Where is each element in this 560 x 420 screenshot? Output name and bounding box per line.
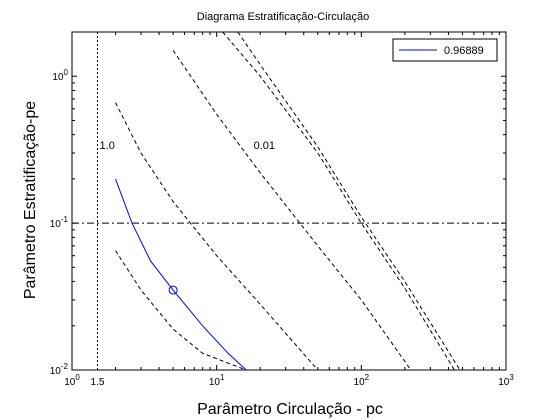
y-axis-label: Parâmetro Estratificação-pe [22,101,39,299]
x-tick-label: 103 [498,373,514,388]
plot-frame [71,31,507,371]
x-tick-label: 102 [354,373,370,388]
curve-annotation-1: 1.0 [100,140,115,152]
x-extra-tick-label: 1.5 [91,377,105,388]
legend-entry: 0.96889 [444,45,484,57]
x-tick-label: 100 [64,373,80,388]
axis-ticks: 100 101 102 103 10-2 10-1 100 1.5 [50,31,514,388]
y-tick-label: 10-1 [50,215,69,230]
legend: 0.96889 [392,38,498,62]
curve-annotation-2: 0.01 [254,140,275,152]
reference-line-7 [237,32,461,370]
reference-line-5 [172,50,412,370]
plot-content: 1.0 0.01 [72,32,506,370]
reference-line-6 [222,32,455,370]
y-tick-label: 10-2 [50,362,69,377]
reference-line-3 [115,250,247,370]
legend-box [392,38,498,62]
series-marker [168,285,178,295]
chart-title: Diagrama Estratificação-Circulação [197,11,369,23]
x-axis-label: Parâmetro Circulação - pc [197,401,383,418]
reference-line-4 [115,102,319,370]
y-tick-label: 100 [52,68,68,83]
series-line-1 [115,178,247,370]
x-tick-label: 101 [209,373,225,388]
